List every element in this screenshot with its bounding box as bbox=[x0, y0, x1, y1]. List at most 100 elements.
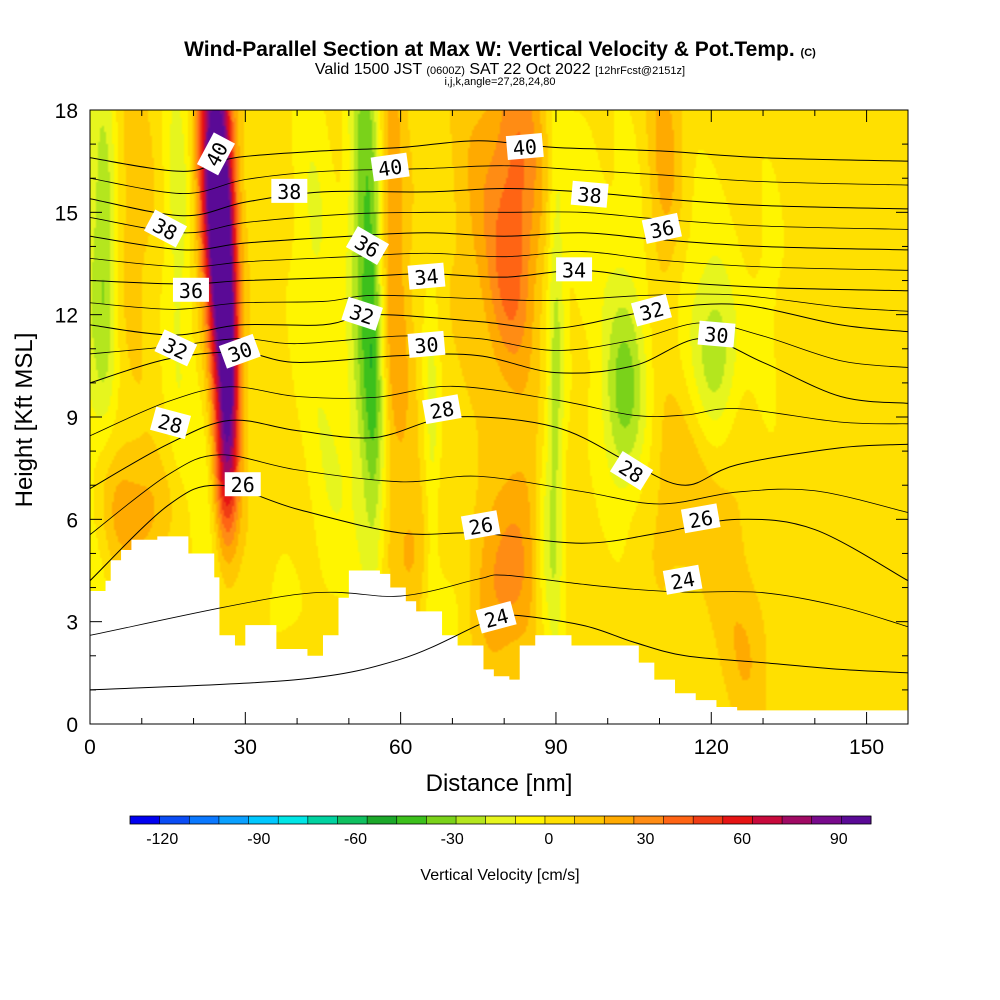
x-tick-label: 120 bbox=[694, 736, 729, 759]
contour-label-text: 26 bbox=[231, 473, 255, 497]
contour-label-box bbox=[271, 178, 308, 203]
contour-label: 38 bbox=[570, 180, 609, 208]
contour-label-box bbox=[150, 406, 191, 440]
isentrope-minor bbox=[90, 293, 908, 312]
contour-label-box bbox=[196, 132, 236, 176]
contour-label-box bbox=[144, 209, 188, 248]
y-tick-label: 0 bbox=[66, 714, 78, 737]
contour-label-text: 26 bbox=[467, 512, 495, 540]
x-tick-label: 60 bbox=[389, 736, 412, 759]
valid-time-line: Valid 1500 JST (0600Z) SAT 22 Oct 2022 [… bbox=[0, 61, 1000, 79]
colorbar-tick-label: -30 bbox=[441, 831, 464, 848]
contour-label: 40 bbox=[505, 133, 544, 161]
contour-label-box bbox=[460, 510, 501, 541]
title-text: Wind-Parallel Section at Max W: Vertical… bbox=[184, 38, 795, 61]
grid-indices: i,j,k,angle=27,28,24,80 bbox=[444, 76, 556, 88]
isentrope-minor bbox=[90, 211, 908, 234]
colorbar-swatch bbox=[159, 816, 190, 824]
contour-label-box bbox=[570, 180, 609, 208]
colorbar-swatch bbox=[485, 816, 516, 824]
valid-zulu: (0600Z) bbox=[426, 65, 465, 77]
x-tick-label: 30 bbox=[234, 736, 257, 759]
colorbar-swatch bbox=[633, 816, 665, 824]
isentrope-minor bbox=[90, 165, 908, 194]
contour-label-box bbox=[505, 133, 544, 161]
contour-label-box bbox=[680, 503, 721, 534]
isentrope-minor bbox=[90, 322, 908, 368]
isentrope-minor bbox=[90, 454, 908, 536]
colorbar-swatch bbox=[693, 816, 724, 824]
contour-label: 38 bbox=[271, 178, 308, 204]
contour-label-box bbox=[609, 451, 654, 491]
contour-label-text: 36 bbox=[648, 215, 677, 243]
contour-label-box bbox=[370, 152, 410, 182]
colorbar-label: Vertical Velocity [cm/s] bbox=[420, 867, 579, 884]
contour-label-box bbox=[345, 226, 390, 265]
colorbar-swatch bbox=[248, 816, 279, 824]
contour-label-text: 36 bbox=[179, 279, 203, 303]
contour-label-text: 26 bbox=[687, 505, 715, 533]
x-tick-label: 150 bbox=[849, 736, 884, 759]
contour-label-box bbox=[630, 294, 672, 327]
colorbar-swatch bbox=[189, 816, 220, 824]
contour-label-box bbox=[556, 257, 593, 282]
colorbar-swatch bbox=[782, 816, 813, 824]
contour-label-box bbox=[475, 601, 517, 634]
contour-label-box bbox=[341, 296, 383, 331]
contour-label-box bbox=[697, 320, 736, 348]
contour-label-text: 30 bbox=[413, 332, 439, 358]
contour-label-box bbox=[154, 329, 198, 367]
isentrope-minor bbox=[90, 385, 908, 437]
colorbar-tick-label: 0 bbox=[544, 831, 553, 848]
contour-label: 24 bbox=[662, 564, 703, 595]
contour-label-box bbox=[172, 277, 209, 302]
y-tick-label: 15 bbox=[55, 202, 78, 225]
forecast-info: [12hrFcst@2151z] bbox=[595, 65, 686, 77]
contour-label-text: 24 bbox=[669, 567, 697, 595]
colorbar-swatch bbox=[604, 816, 635, 824]
chart-title: Wind-Parallel Section at Max W: Vertical… bbox=[0, 38, 1000, 62]
isentrope-minor bbox=[90, 251, 908, 271]
colorbar-frame bbox=[129, 815, 872, 825]
isentrope-minor bbox=[90, 574, 908, 636]
colorbar-swatch bbox=[663, 816, 694, 824]
contour-label: 26 bbox=[460, 510, 501, 541]
colorbar-swatch bbox=[130, 816, 161, 824]
contour-label-box bbox=[641, 212, 682, 244]
x-tick-label: 0 bbox=[84, 736, 96, 759]
contour-label-text: 34 bbox=[562, 258, 586, 282]
contour-label-box bbox=[422, 394, 462, 425]
contour-label: 32 bbox=[341, 296, 383, 331]
contour-label-text: 38 bbox=[577, 182, 603, 208]
contour-label: 34 bbox=[407, 262, 446, 290]
contour-label: 30 bbox=[697, 320, 736, 348]
colorbar-swatch bbox=[574, 816, 605, 824]
contour-label-text: 40 bbox=[512, 135, 538, 161]
contour-label-text: 28 bbox=[428, 396, 456, 424]
colorbar-swatch bbox=[544, 816, 576, 824]
colorbar-tick-label: -60 bbox=[344, 831, 367, 848]
valid-time: Valid 1500 JST bbox=[314, 61, 422, 78]
colorbar-swatch bbox=[722, 816, 753, 824]
x-tick-label: 90 bbox=[544, 736, 567, 759]
contour-label: 34 bbox=[556, 257, 593, 282]
terrain-mask bbox=[90, 536, 908, 724]
contour-label-box bbox=[662, 564, 703, 595]
isentrope-34 bbox=[90, 269, 908, 292]
y-tick-label: 18 bbox=[55, 100, 78, 123]
colorbar-tick-label: 90 bbox=[830, 831, 848, 848]
contour-label-text: 40 bbox=[377, 154, 404, 181]
colorbar-tick-label: -90 bbox=[247, 831, 270, 848]
contour-label: 26 bbox=[680, 503, 721, 534]
y-tick-label: 12 bbox=[55, 305, 78, 328]
isentrope-36 bbox=[90, 232, 908, 251]
contour-label-text: 38 bbox=[277, 180, 301, 204]
colorbar-swatch bbox=[841, 816, 872, 824]
colorbar-swatch bbox=[218, 816, 250, 824]
contour-label: 28 bbox=[422, 394, 462, 425]
colorbar-tick-label: 60 bbox=[733, 831, 751, 848]
colorbar-swatch bbox=[811, 816, 842, 824]
y-axis-label: Height [Kft MSL] bbox=[11, 333, 38, 508]
